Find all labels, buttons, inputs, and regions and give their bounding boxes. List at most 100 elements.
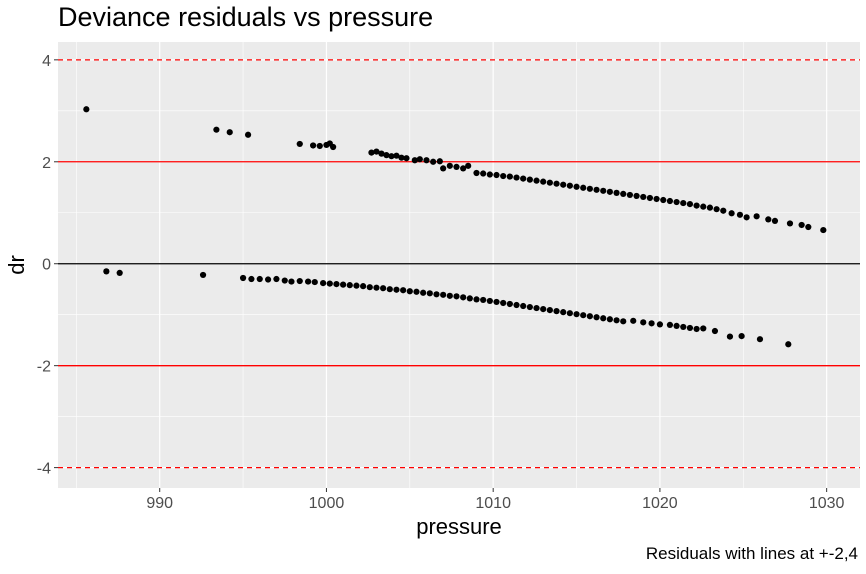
data-point [573,311,580,318]
data-point [785,341,792,348]
data-point [553,180,560,187]
data-point [398,154,405,161]
data-point [116,269,123,277]
data-point [340,281,347,288]
data-point [480,296,487,304]
data-point [386,286,393,293]
data-point [736,211,744,218]
data-point [353,282,360,289]
data-point [420,289,427,296]
data-point [680,199,687,207]
data-point [264,276,272,283]
data-point [648,320,655,327]
data-point [560,309,567,316]
data-point [473,296,480,303]
data-point [606,316,613,323]
data-point [373,148,380,155]
data-point [320,279,327,287]
data-point [520,302,527,310]
data-point [403,155,410,162]
data-point [446,162,453,169]
data-point [686,200,694,208]
data-point [573,183,580,190]
data-point [436,158,443,165]
data-point [411,157,418,164]
data-point [248,275,255,283]
data-point [656,321,664,328]
data-point [486,171,493,178]
data-point [465,162,472,169]
data-point [633,192,640,200]
data-point [738,333,745,340]
data-point [646,194,654,202]
data-point [103,268,110,275]
data-point [566,182,573,189]
data-point [239,274,247,282]
data-point [626,191,634,199]
y-tick-label: 0 [42,257,51,274]
data-point [378,150,385,157]
data-point [213,126,220,133]
data-point [666,197,674,205]
y-axis-title: dr [4,255,29,275]
x-tick-label: 1010 [475,495,511,512]
data-point [199,271,207,279]
plot-panel [58,42,860,488]
data-point [506,173,513,180]
data-point [423,157,430,164]
data-point [533,304,540,312]
data-point [700,325,707,332]
data-point [673,322,680,330]
x-tick-label: 1030 [809,495,845,512]
data-point [296,277,303,285]
data-point [606,188,613,195]
data-point [513,174,520,181]
data-point [413,288,420,295]
data-points [83,106,827,348]
data-point [296,140,303,148]
data-point [486,297,493,305]
data-point [630,317,637,324]
data-point [513,301,520,309]
data-point [383,152,390,159]
data-point [288,278,295,285]
data-point [553,308,560,315]
data-point [310,142,317,149]
axes: 990 1000 1010 1020 1030 -4 -2 0 2 4 [37,53,845,512]
data-point [440,291,447,298]
data-point [244,131,252,138]
data-point [83,106,90,113]
data-point [546,307,553,314]
panel-background [58,42,860,488]
data-point [226,129,233,136]
data-point [640,193,647,201]
data-point [526,303,533,311]
data-point [620,190,627,197]
data-point [620,318,627,325]
data-point [506,300,513,308]
data-point [560,181,567,188]
data-point [540,178,547,185]
data-point [711,327,719,335]
data-point [346,282,353,289]
data-point [526,176,533,183]
data-point [546,179,553,186]
data-point [640,319,647,326]
data-point [256,275,263,283]
data-point [393,152,400,159]
data-point [566,310,573,317]
data-point [333,281,340,288]
data-point [466,295,473,302]
x-axis-title: pressure [416,514,502,539]
data-point [720,207,727,214]
data-point [406,288,413,295]
data-point [520,175,527,182]
data-point [430,158,437,165]
data-point [480,170,487,177]
data-point [693,325,700,333]
data-point [765,216,772,223]
chart-title: Deviance residuals vs pressure [58,2,434,32]
data-point [798,221,805,229]
chart-caption: Residuals with lines at +-2,4 [645,544,858,563]
